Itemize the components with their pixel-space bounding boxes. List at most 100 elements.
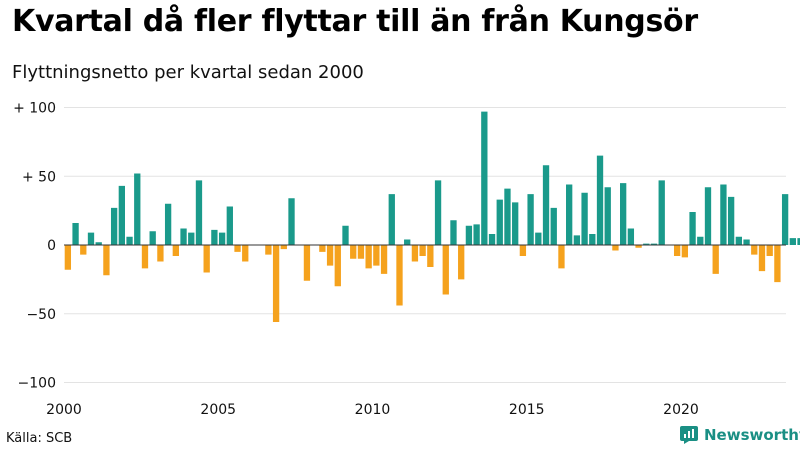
bar bbox=[126, 236, 133, 245]
bar bbox=[350, 245, 357, 259]
bar bbox=[427, 245, 434, 267]
bar bbox=[627, 228, 635, 245]
bar bbox=[242, 245, 249, 262]
bar bbox=[265, 245, 272, 255]
bar bbox=[697, 236, 704, 245]
bar bbox=[589, 234, 596, 245]
bar bbox=[781, 194, 789, 245]
bar bbox=[673, 245, 681, 256]
bar bbox=[134, 173, 141, 245]
bar bbox=[751, 245, 758, 255]
x-tick-label: 2000 bbox=[46, 402, 82, 418]
x-tick-label: 2005 bbox=[200, 402, 236, 418]
bar bbox=[704, 187, 712, 245]
bar bbox=[774, 245, 781, 283]
axes: + 100 + 50 0 −50 −100 2000 2005 2010 2015 2020 bbox=[13, 101, 786, 418]
bar bbox=[95, 242, 102, 245]
chart-subtitle: Flyttningsnetto per kvartal sedan 2000 bbox=[12, 62, 364, 83]
bar bbox=[195, 180, 203, 245]
bar bbox=[689, 212, 696, 245]
brand-name: Newsworthy bbox=[704, 426, 800, 444]
bar bbox=[512, 202, 519, 245]
bar bbox=[404, 239, 411, 245]
y-tick-label: + 100 bbox=[13, 101, 56, 117]
bar bbox=[72, 223, 79, 245]
bar bbox=[550, 207, 557, 245]
bar bbox=[535, 232, 542, 245]
bar bbox=[650, 243, 658, 245]
bar bbox=[681, 245, 689, 258]
brand-logo: Newsworthy bbox=[680, 426, 800, 444]
bar bbox=[288, 198, 295, 245]
bar bbox=[720, 184, 727, 245]
bar bbox=[141, 245, 149, 269]
bar bbox=[326, 245, 334, 266]
bar bbox=[164, 203, 172, 245]
newsworthy-logo-icon bbox=[680, 426, 698, 444]
bar bbox=[458, 245, 465, 280]
bar bbox=[234, 245, 241, 252]
bar bbox=[797, 238, 800, 245]
bar bbox=[226, 206, 233, 245]
bar bbox=[527, 194, 534, 245]
bar bbox=[80, 245, 87, 255]
bar bbox=[473, 224, 480, 245]
bar bbox=[712, 245, 719, 274]
y-tick-label: + 50 bbox=[22, 169, 56, 185]
bar bbox=[118, 185, 125, 245]
bar-chart: + 100 + 50 0 −50 −100 2000 2005 2010 2015 2020 bbox=[13, 101, 800, 418]
x-tick-label: 2015 bbox=[509, 402, 545, 418]
bar bbox=[396, 245, 403, 306]
bar bbox=[735, 236, 742, 245]
bar bbox=[272, 245, 280, 322]
gridlines bbox=[64, 107, 786, 383]
bar bbox=[566, 184, 573, 245]
bar bbox=[558, 245, 565, 269]
y-tick-label: 0 bbox=[47, 238, 56, 254]
chart-title: Kvartal då fler flyttar till än från Kun… bbox=[12, 4, 698, 39]
x-tick-label: 2020 bbox=[663, 402, 699, 418]
bar bbox=[357, 245, 365, 259]
bar bbox=[658, 180, 665, 245]
bar bbox=[727, 196, 735, 245]
bar bbox=[758, 245, 766, 272]
bar bbox=[373, 245, 380, 266]
bar bbox=[573, 235, 581, 245]
bar bbox=[110, 207, 118, 245]
bar bbox=[218, 232, 226, 245]
bar bbox=[211, 229, 218, 245]
bar bbox=[604, 187, 611, 245]
bar bbox=[365, 245, 372, 269]
bar bbox=[542, 165, 550, 245]
y-tick-label: −100 bbox=[18, 376, 56, 392]
bar bbox=[87, 232, 95, 245]
bar bbox=[334, 245, 341, 287]
bar bbox=[488, 234, 496, 245]
bar bbox=[157, 245, 164, 262]
bar bbox=[620, 183, 627, 245]
bar bbox=[596, 155, 604, 245]
bar bbox=[411, 245, 419, 262]
bar bbox=[465, 225, 473, 245]
bar bbox=[434, 180, 442, 245]
bar bbox=[103, 245, 110, 276]
bar bbox=[481, 111, 488, 245]
bar bbox=[419, 245, 426, 256]
bar bbox=[380, 245, 388, 274]
bar bbox=[188, 232, 195, 245]
bar bbox=[280, 245, 287, 250]
y-tick-label: −50 bbox=[26, 307, 56, 323]
bar bbox=[743, 239, 750, 245]
bar bbox=[496, 199, 503, 245]
bar bbox=[64, 245, 72, 270]
bar bbox=[172, 245, 179, 256]
bar bbox=[180, 228, 187, 245]
bar bbox=[149, 231, 156, 245]
bar bbox=[504, 188, 511, 245]
bar bbox=[612, 245, 619, 251]
x-tick-label: 2010 bbox=[355, 402, 391, 418]
bar bbox=[450, 220, 457, 245]
bar bbox=[203, 245, 210, 273]
bars bbox=[64, 111, 800, 322]
bar bbox=[442, 245, 449, 295]
